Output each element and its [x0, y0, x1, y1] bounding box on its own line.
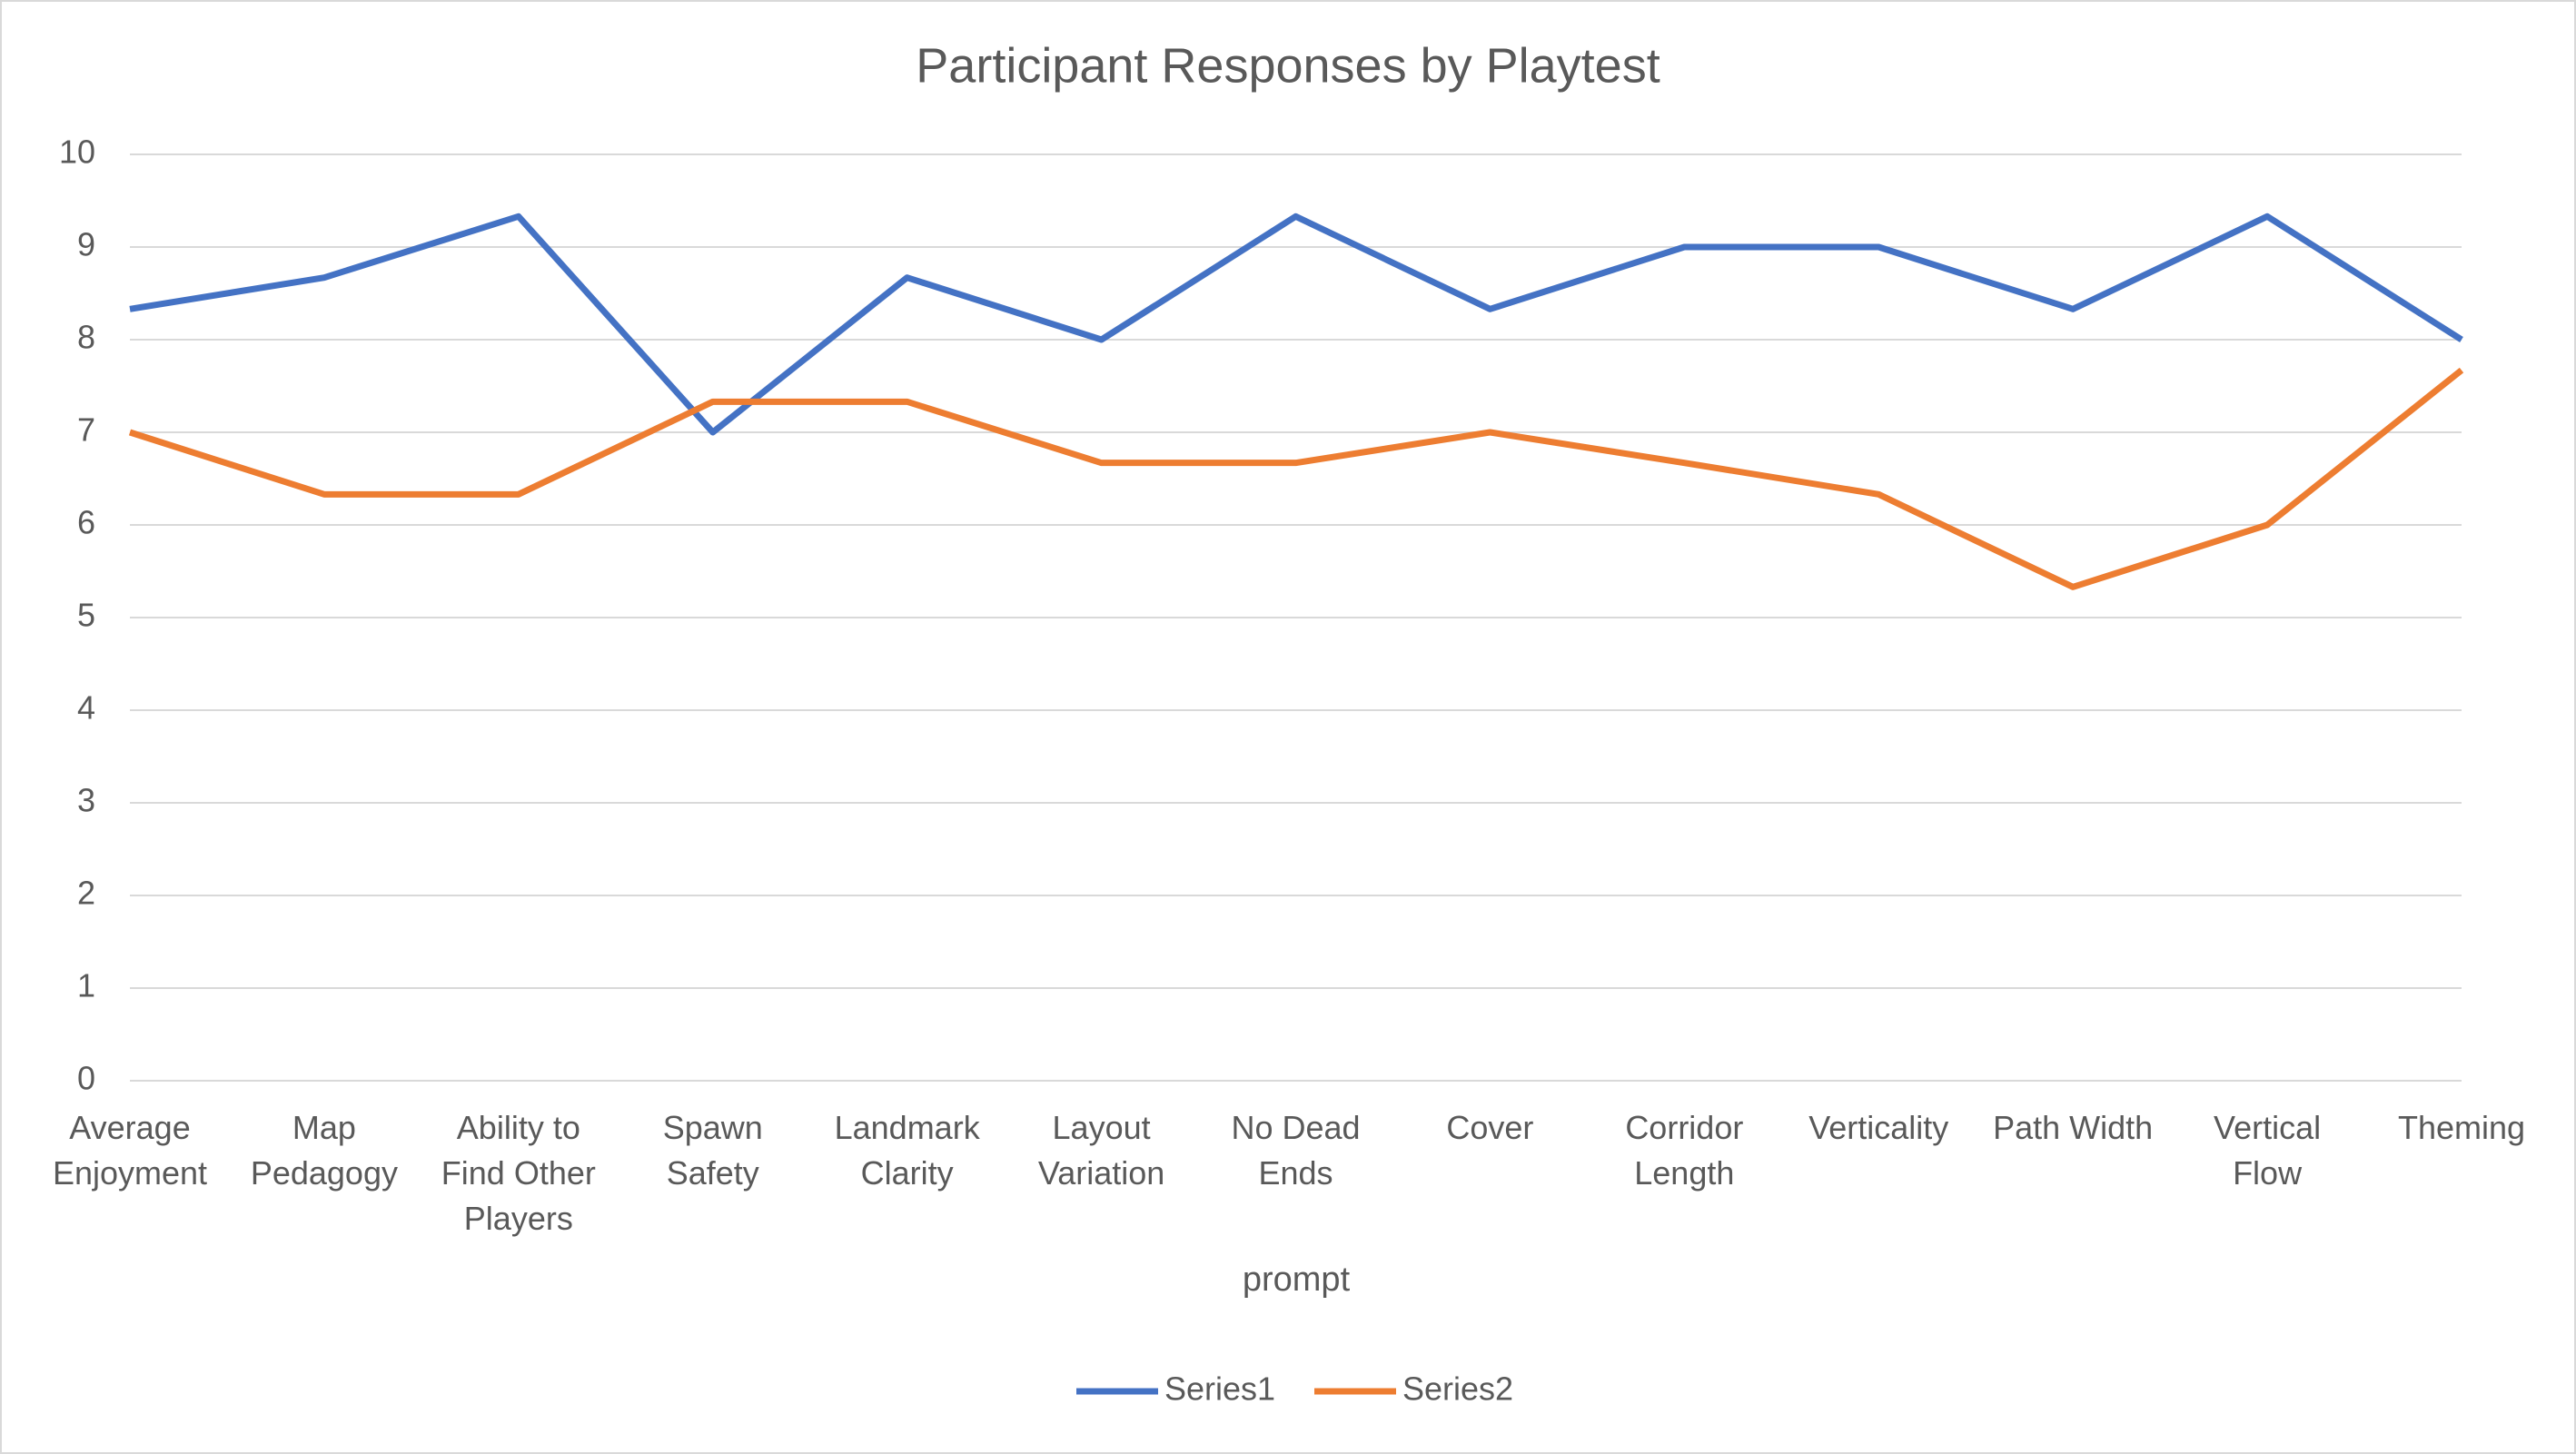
- x-tick-label: Verticality: [1808, 1109, 1949, 1146]
- x-tick-label: Map Pedagogy: [250, 1109, 398, 1192]
- y-tick-label: 7: [77, 411, 95, 449]
- x-tick-label: Path Width: [1993, 1109, 2154, 1146]
- x-tick-label: Theming: [2397, 1109, 2526, 1146]
- y-tick-label: 9: [77, 226, 95, 263]
- x-tick-label: Layout Variation: [1037, 1109, 1165, 1192]
- y-tick-label: 4: [77, 689, 95, 727]
- x-tick-label: Vertical Flow: [2214, 1109, 2322, 1192]
- legend-label: Series2: [1402, 1370, 1513, 1408]
- y-tick-label: 6: [77, 504, 95, 541]
- y-tick-label: 5: [77, 597, 95, 634]
- legend-label: Series1: [1164, 1370, 1275, 1408]
- x-tick-label: Spawn Safety: [662, 1109, 763, 1192]
- x-tick-label: Average Enjoyment: [52, 1109, 208, 1192]
- series-line: [129, 213, 2463, 436]
- y-tick-label: 10: [59, 134, 95, 171]
- x-tick-label: Landmark Clarity: [834, 1109, 980, 1192]
- x-tick-label: No Dead Ends: [1231, 1109, 1361, 1192]
- y-tick-label: 2: [77, 875, 95, 912]
- y-tick-label: 1: [77, 967, 95, 1004]
- y-tick-label: 8: [77, 319, 95, 356]
- x-axis-title: prompt: [1243, 1261, 1351, 1299]
- chart-title: Participant Responses by Playtest: [916, 38, 1660, 93]
- y-tick-label: 0: [77, 1060, 95, 1097]
- series-line: [128, 367, 2464, 590]
- x-tick-label: Ability to Find Other Players: [441, 1109, 596, 1237]
- x-tick-label: Cover: [1446, 1109, 1534, 1146]
- y-tick-label: 3: [77, 782, 95, 819]
- x-tick-label: Corridor Length: [1625, 1109, 1744, 1192]
